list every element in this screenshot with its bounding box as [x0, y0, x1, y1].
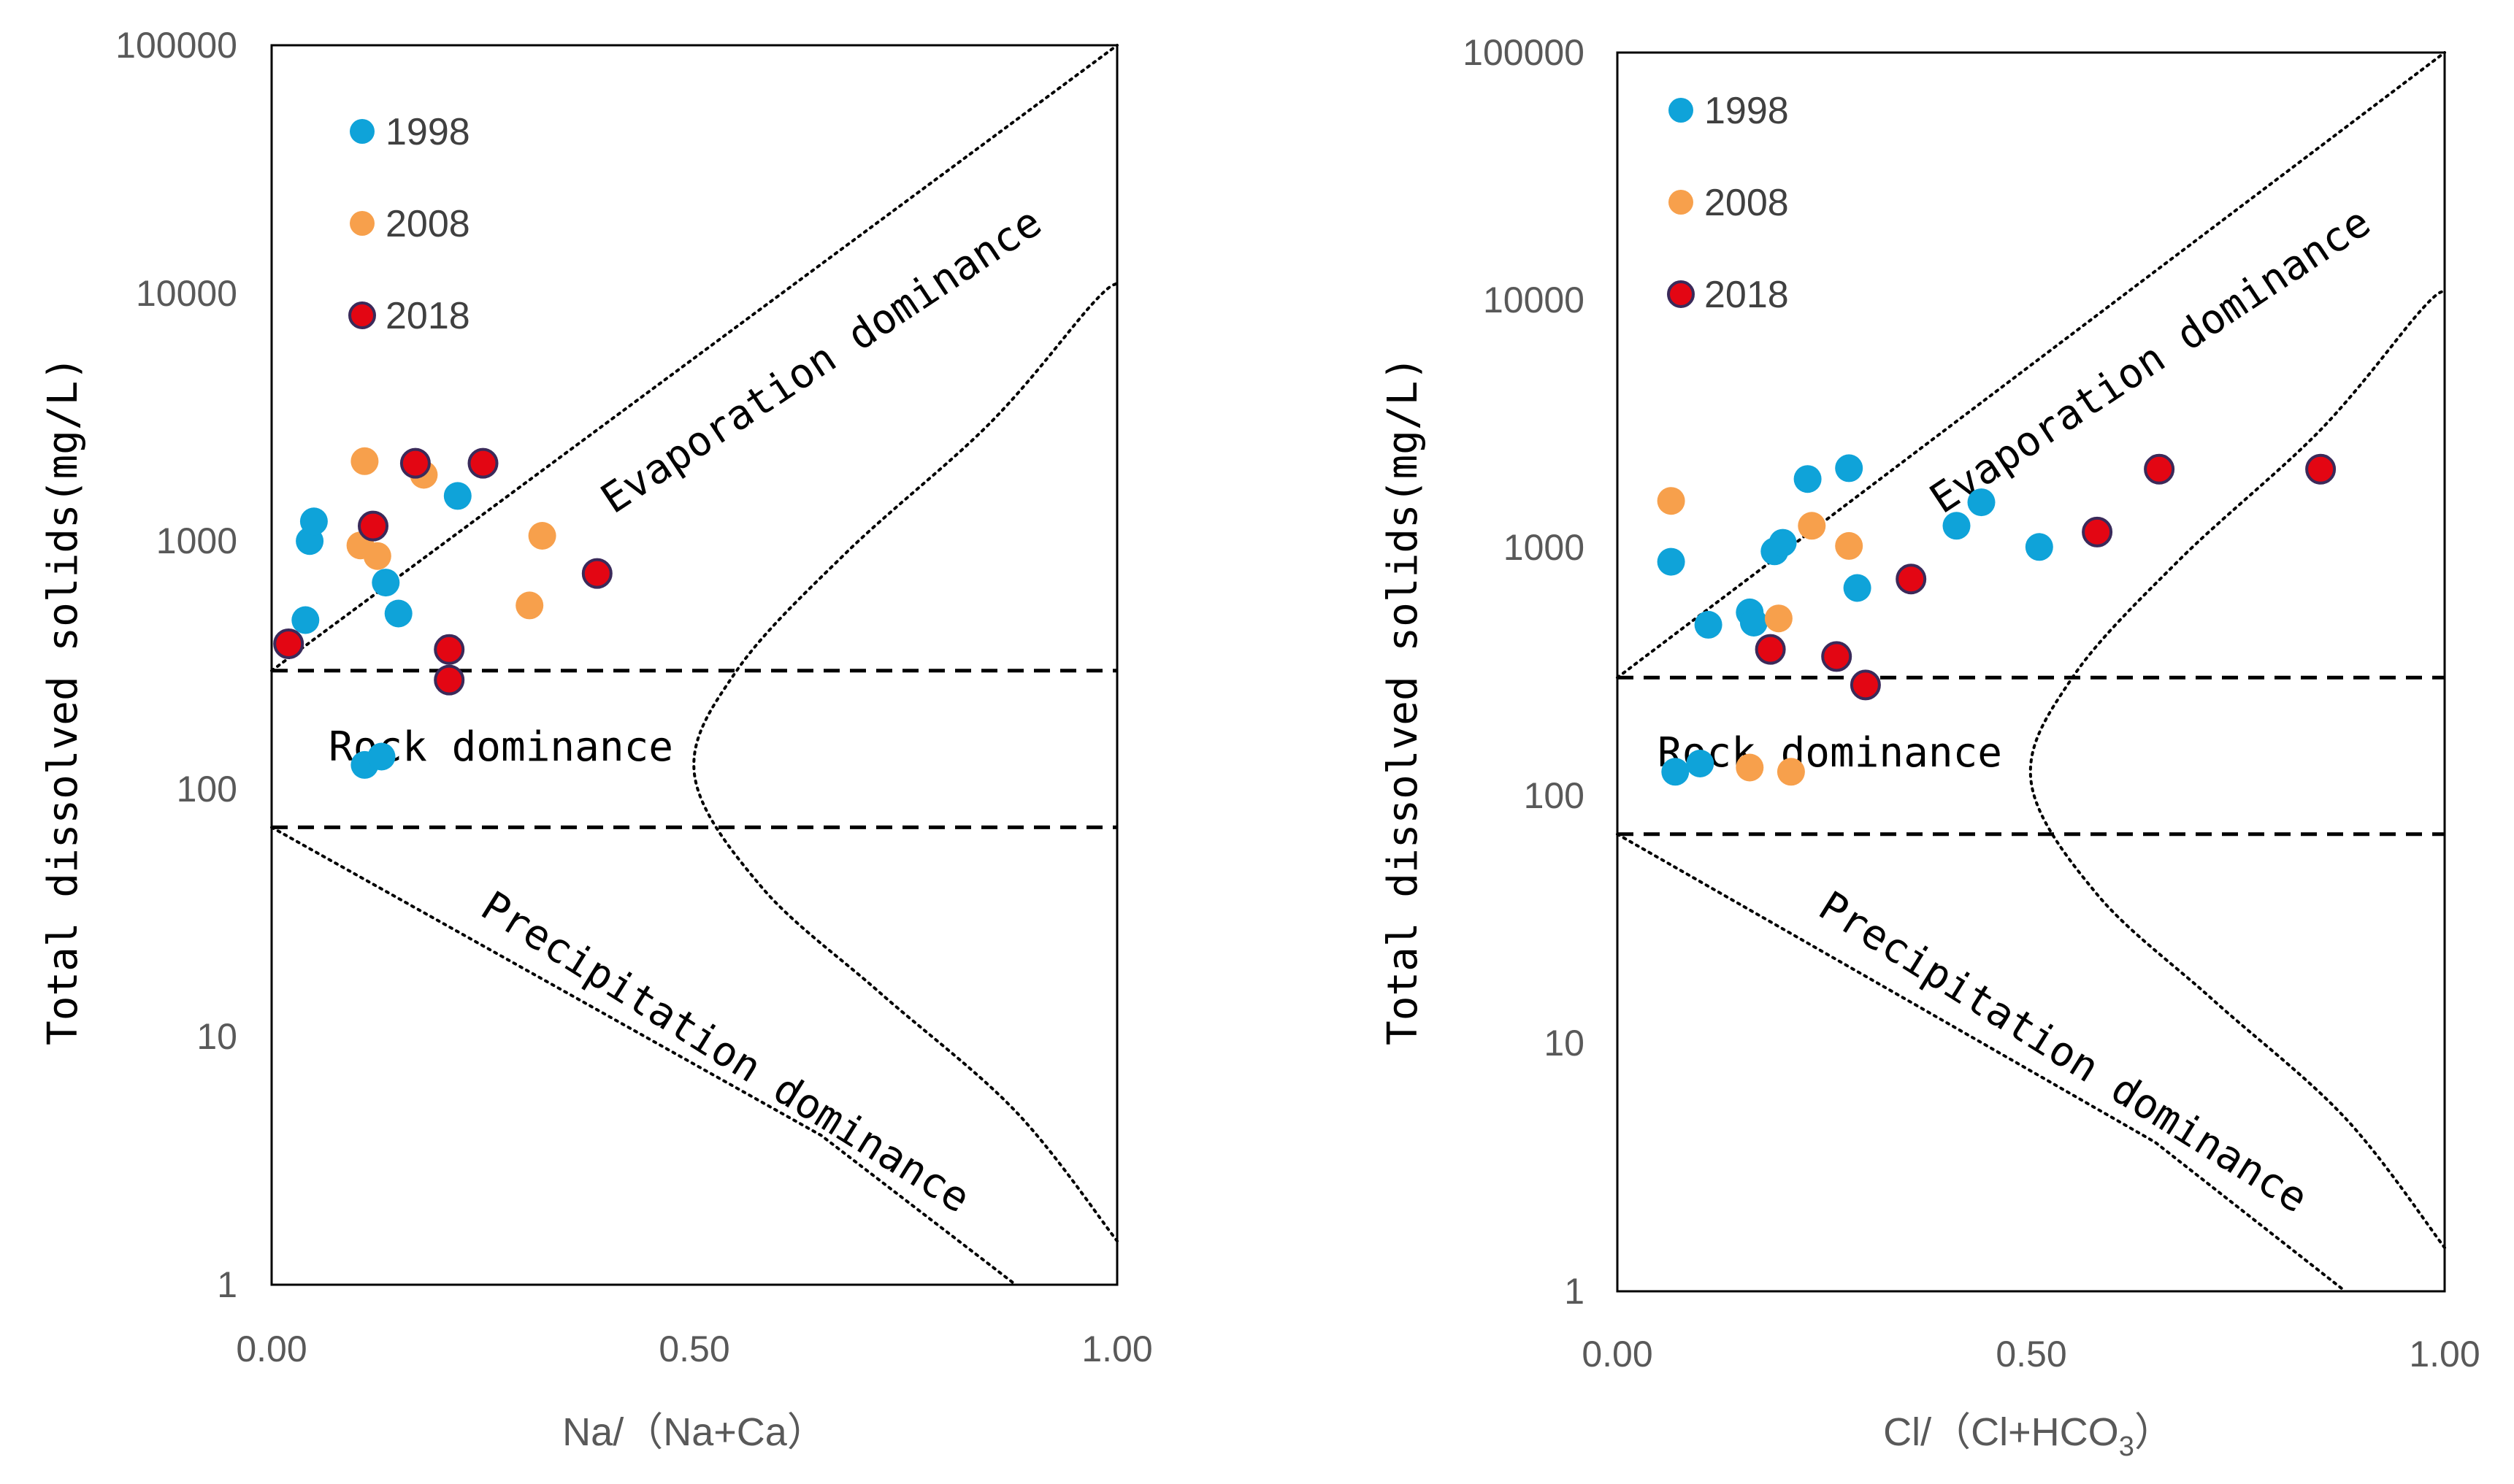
data-point-2018 — [2144, 453, 2175, 485]
data-point-2008 — [516, 591, 544, 620]
data-point-2018 — [2082, 516, 2113, 547]
x-tick-label: 0.00 — [236, 1329, 307, 1369]
evaporation-boundary-curve — [270, 44, 1119, 672]
inner-boundary-curve — [692, 281, 1119, 1243]
precipitation-boundary-curve — [270, 826, 1017, 1286]
data-point-1998 — [1694, 610, 1722, 639]
right-chart-cl-ratio: 1 10 100 1000 10000 100000 0.00 0.50 1.0… — [1379, 32, 2480, 1462]
x-tick-label: 0.00 — [1582, 1334, 1652, 1375]
y-axis-title: Total dissolved solids(mg/L) — [39, 356, 87, 1045]
x-tick-label: 1.00 — [2409, 1334, 2480, 1375]
plot-area — [270, 44, 1119, 1286]
legend-marker-1998 — [1668, 98, 1693, 123]
y-tick-label: 100000 — [1463, 32, 1584, 73]
data-point-1998 — [2025, 533, 2053, 561]
data-point-2008 — [1798, 512, 1826, 540]
data-point-2008 — [350, 447, 379, 475]
data-point-1998 — [1942, 512, 1971, 540]
data-point-2008 — [1835, 531, 1863, 560]
x-axis-title-subscript: 3 — [2119, 1431, 2134, 1462]
legend-marker-2018 — [1667, 280, 1695, 308]
y-tick-label: 100000 — [115, 25, 237, 66]
y-axis-title: Total dissolved solids(mg/L) — [1379, 356, 1427, 1045]
y-tick-label: 10000 — [136, 273, 237, 314]
y-tick-label: 1000 — [156, 520, 237, 561]
data-point-1998 — [372, 569, 400, 597]
data-point-1998 — [1768, 528, 1797, 557]
y-tick-labels: 1 10 100 1000 10000 100000 — [1463, 32, 1584, 1312]
data-point-2018 — [434, 664, 465, 696]
data-point-1998 — [1835, 454, 1863, 483]
data-point-2018 — [1896, 564, 1927, 595]
y-tick-label: 100 — [177, 769, 237, 810]
legend-marker-1998 — [350, 119, 375, 144]
x-tick-label: 0.50 — [659, 1329, 729, 1369]
inner-boundary-curve — [2028, 288, 2446, 1250]
x-tick-labels: 0.00 0.50 1.00 — [1582, 1334, 2480, 1375]
precipitation-boundary-curve — [1616, 832, 2347, 1293]
y-tick-label: 1 — [217, 1264, 237, 1305]
data-point-2008 — [363, 542, 391, 570]
y-tick-label: 10 — [1544, 1023, 1584, 1064]
legend: 1998 2008 2018 — [348, 111, 470, 337]
legend-label-1998: 1998 — [386, 111, 470, 153]
data-points — [273, 447, 613, 779]
legend-marker-2008 — [350, 211, 375, 236]
data-point-1998 — [1967, 488, 1996, 517]
x-axis-title: Cl/（Cl+HCO3） — [1883, 1410, 2174, 1462]
data-point-2018 — [1850, 669, 1881, 701]
data-point-2018 — [434, 634, 465, 665]
legend: 1998 2008 2018 — [1667, 90, 1789, 316]
x-tick-labels: 0.00 0.50 1.00 — [236, 1329, 1152, 1369]
data-point-2018 — [581, 558, 613, 589]
rock-dominance-label: Rock dominance — [1658, 729, 2002, 777]
data-point-1998 — [1657, 547, 1685, 576]
legend-label-2008: 2008 — [1704, 182, 1789, 224]
data-point-1998 — [299, 507, 328, 536]
data-point-1998 — [367, 742, 396, 771]
data-point-2018 — [399, 447, 431, 479]
data-point-1998 — [443, 482, 472, 510]
y-tick-label: 1000 — [1503, 527, 1584, 568]
x-axis-title: Na/（Na+Ca） — [562, 1410, 827, 1454]
data-point-2008 — [528, 522, 556, 550]
data-point-1998 — [1686, 750, 1714, 777]
legend-label-1998: 1998 — [1704, 90, 1789, 132]
data-point-1998 — [1739, 609, 1768, 637]
legend-label-2008: 2008 — [386, 203, 470, 245]
y-tick-label: 10000 — [1483, 280, 1584, 320]
data-point-2018 — [1755, 634, 1786, 665]
legend-label-2018: 2018 — [386, 295, 470, 337]
evaporation-boundary-curve — [1616, 51, 2446, 680]
data-point-2018 — [1821, 641, 1852, 672]
data-point-2008 — [1777, 758, 1805, 786]
data-point-2018 — [358, 510, 388, 542]
legend-marker-2008 — [1668, 190, 1693, 215]
data-point-2008 — [1764, 604, 1793, 633]
data-point-2018 — [467, 447, 499, 479]
x-tick-label: 1.00 — [1081, 1329, 1152, 1369]
left-chart-na-ratio: 1 10 100 1000 10000 100000 0.00 0.50 1.0… — [39, 25, 1153, 1454]
boundary-curves — [270, 44, 1119, 1286]
data-point-1998 — [384, 599, 413, 628]
data-point-1998 — [1793, 465, 1822, 493]
data-point-1998 — [1661, 758, 1690, 786]
data-point-2008 — [1657, 487, 1685, 515]
data-point-2018 — [2305, 453, 2337, 485]
data-point-1998 — [291, 606, 320, 634]
x-tick-label: 0.50 — [1996, 1334, 2066, 1375]
y-tick-label: 10 — [196, 1016, 237, 1057]
y-tick-labels: 1 10 100 1000 10000 100000 — [115, 25, 237, 1305]
data-point-2008 — [1736, 753, 1764, 782]
y-tick-label: 1 — [1564, 1271, 1584, 1312]
y-tick-label: 100 — [1524, 775, 1584, 816]
data-point-2018 — [273, 628, 304, 659]
boundary-curves — [1616, 51, 2446, 1293]
legend-label-2018: 2018 — [1704, 274, 1789, 316]
plot-area — [1616, 51, 2446, 1293]
data-point-1998 — [1843, 574, 1871, 602]
legend-marker-2018 — [348, 301, 376, 329]
data-points — [1657, 453, 2337, 786]
